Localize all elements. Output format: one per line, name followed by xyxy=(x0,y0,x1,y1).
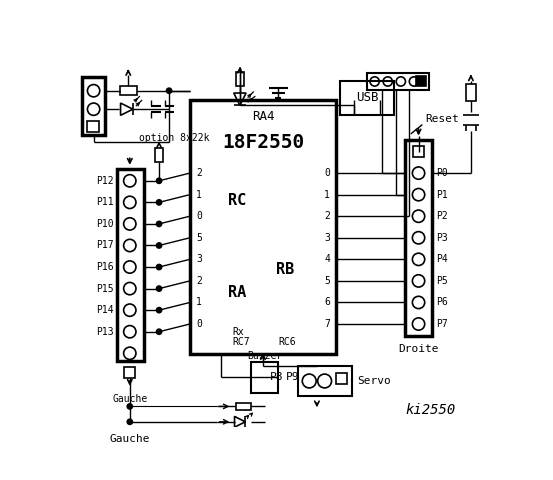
Text: P10: P10 xyxy=(96,219,113,229)
Text: option 8x22k: option 8x22k xyxy=(139,133,210,144)
Text: RA4: RA4 xyxy=(252,110,274,123)
Text: 7: 7 xyxy=(324,319,330,329)
Text: P14: P14 xyxy=(96,305,113,315)
Circle shape xyxy=(156,178,161,183)
Text: RC6: RC6 xyxy=(278,337,296,347)
Circle shape xyxy=(166,88,172,94)
Text: Gauche: Gauche xyxy=(112,395,148,405)
Text: P16: P16 xyxy=(96,262,113,272)
Text: ki2550: ki2550 xyxy=(405,403,456,417)
Circle shape xyxy=(156,308,161,313)
Text: P8: P8 xyxy=(270,372,284,382)
Text: P7: P7 xyxy=(436,319,448,329)
Circle shape xyxy=(156,286,161,291)
Text: P17: P17 xyxy=(96,240,113,251)
Text: P9: P9 xyxy=(285,372,299,382)
Text: RA: RA xyxy=(228,285,247,300)
Bar xyxy=(367,73,429,90)
Text: P0: P0 xyxy=(436,168,448,178)
Bar xyxy=(336,373,347,384)
Text: P12: P12 xyxy=(96,176,113,186)
Text: Rx: Rx xyxy=(232,327,244,337)
Text: 0: 0 xyxy=(324,168,330,178)
Circle shape xyxy=(156,221,161,227)
Bar xyxy=(155,148,163,162)
Bar xyxy=(82,77,105,134)
Text: 0: 0 xyxy=(196,319,202,329)
Text: 18F2550: 18F2550 xyxy=(222,133,304,152)
Bar xyxy=(236,72,244,86)
Text: 0: 0 xyxy=(196,211,202,221)
Bar xyxy=(190,100,336,354)
Text: Gauche: Gauche xyxy=(109,434,150,444)
Text: RC: RC xyxy=(228,192,247,207)
Bar xyxy=(236,403,252,410)
Circle shape xyxy=(156,243,161,248)
Bar xyxy=(416,76,426,86)
Bar xyxy=(466,84,476,101)
Bar xyxy=(405,140,432,336)
Text: 3: 3 xyxy=(196,254,202,264)
Text: 1: 1 xyxy=(196,298,202,308)
Text: 4: 4 xyxy=(324,254,330,264)
Text: 6: 6 xyxy=(324,298,330,308)
Text: Reset: Reset xyxy=(426,114,460,124)
Circle shape xyxy=(156,200,161,205)
Text: RB: RB xyxy=(275,262,294,277)
Text: P15: P15 xyxy=(96,284,113,294)
Bar xyxy=(124,367,135,378)
Bar xyxy=(340,81,394,115)
Circle shape xyxy=(156,264,161,270)
Bar xyxy=(252,362,278,393)
Text: 5: 5 xyxy=(196,233,202,243)
Text: Buzzer: Buzzer xyxy=(247,351,282,361)
Bar xyxy=(120,86,137,96)
Text: Droite: Droite xyxy=(398,345,439,354)
Bar xyxy=(87,121,99,132)
Text: P6: P6 xyxy=(436,298,448,308)
Text: 1: 1 xyxy=(324,190,330,200)
Text: P4: P4 xyxy=(436,254,448,264)
Text: USB: USB xyxy=(356,91,378,104)
Text: 2: 2 xyxy=(196,276,202,286)
Circle shape xyxy=(156,329,161,335)
Text: P3: P3 xyxy=(436,233,448,243)
Text: 2: 2 xyxy=(324,211,330,221)
Text: RC7: RC7 xyxy=(232,337,250,347)
Bar xyxy=(117,169,144,361)
Text: 5: 5 xyxy=(324,276,330,286)
Text: Servo: Servo xyxy=(358,376,392,386)
Text: P13: P13 xyxy=(96,327,113,337)
Text: P2: P2 xyxy=(436,211,448,221)
Circle shape xyxy=(127,419,133,424)
Text: 1: 1 xyxy=(196,190,202,200)
Text: 2: 2 xyxy=(196,168,202,178)
Bar xyxy=(413,146,424,157)
Bar xyxy=(298,366,352,396)
Text: P5: P5 xyxy=(436,276,448,286)
Circle shape xyxy=(127,404,133,409)
Text: 3: 3 xyxy=(324,233,330,243)
Text: P11: P11 xyxy=(96,197,113,207)
Text: P1: P1 xyxy=(436,190,448,200)
